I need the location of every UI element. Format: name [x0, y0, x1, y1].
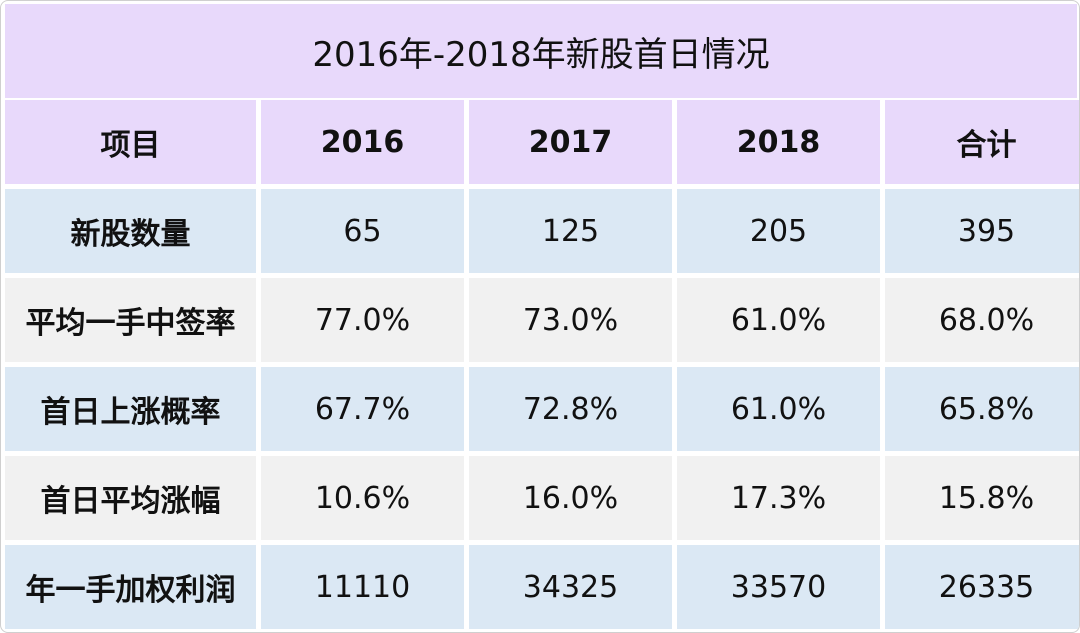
- header-cell-total: 合计: [885, 100, 1079, 184]
- table-row: 年一手加权利润 11110 34325 33570 26335: [5, 545, 1079, 629]
- table-cell: 10.6%: [261, 456, 464, 540]
- data-table: 项目 2016 2017 2018 合计 新股数量 65 125 205 395…: [1, 95, 1079, 632]
- row-label: 平均一手中签率: [5, 278, 256, 362]
- row-label: 首日平均涨幅: [5, 456, 256, 540]
- table-cell: 15.8%: [885, 456, 1079, 540]
- table-cell: 17.3%: [677, 456, 880, 540]
- table-cell: 67.7%: [261, 367, 464, 451]
- header-cell-2016: 2016: [261, 100, 464, 184]
- table-cell: 11110: [261, 545, 464, 629]
- table-cell: 77.0%: [261, 278, 464, 362]
- table-cell: 16.0%: [469, 456, 672, 540]
- row-label: 首日上涨概率: [5, 367, 256, 451]
- table-cell: 395: [885, 189, 1079, 273]
- table-cell: 65: [261, 189, 464, 273]
- table-cell: 65.8%: [885, 367, 1079, 451]
- table-row: 新股数量 65 125 205 395: [5, 189, 1079, 273]
- table-cell: 73.0%: [469, 278, 672, 362]
- row-label: 新股数量: [5, 189, 256, 273]
- table-cell: 125: [469, 189, 672, 273]
- header-cell-item: 项目: [5, 100, 256, 184]
- table-cell: 205: [677, 189, 880, 273]
- table-cell: 61.0%: [677, 278, 880, 362]
- table-title: 2016年-2018年新股首日情况: [5, 4, 1077, 98]
- table-cell: 61.0%: [677, 367, 880, 451]
- table-row: 首日平均涨幅 10.6% 16.0% 17.3% 15.8%: [5, 456, 1079, 540]
- row-label: 年一手加权利润: [5, 545, 256, 629]
- table-cell: 26335: [885, 545, 1079, 629]
- header-cell-2018: 2018: [677, 100, 880, 184]
- header-cell-2017: 2017: [469, 100, 672, 184]
- table-row: 平均一手中签率 77.0% 73.0% 61.0% 68.0%: [5, 278, 1079, 362]
- table-row: 首日上涨概率 67.7% 72.8% 61.0% 65.8%: [5, 367, 1079, 451]
- table-cell: 68.0%: [885, 278, 1079, 362]
- table-cell: 72.8%: [469, 367, 672, 451]
- table-cell: 34325: [469, 545, 672, 629]
- table-cell: 33570: [677, 545, 880, 629]
- header-row: 项目 2016 2017 2018 合计: [5, 100, 1079, 184]
